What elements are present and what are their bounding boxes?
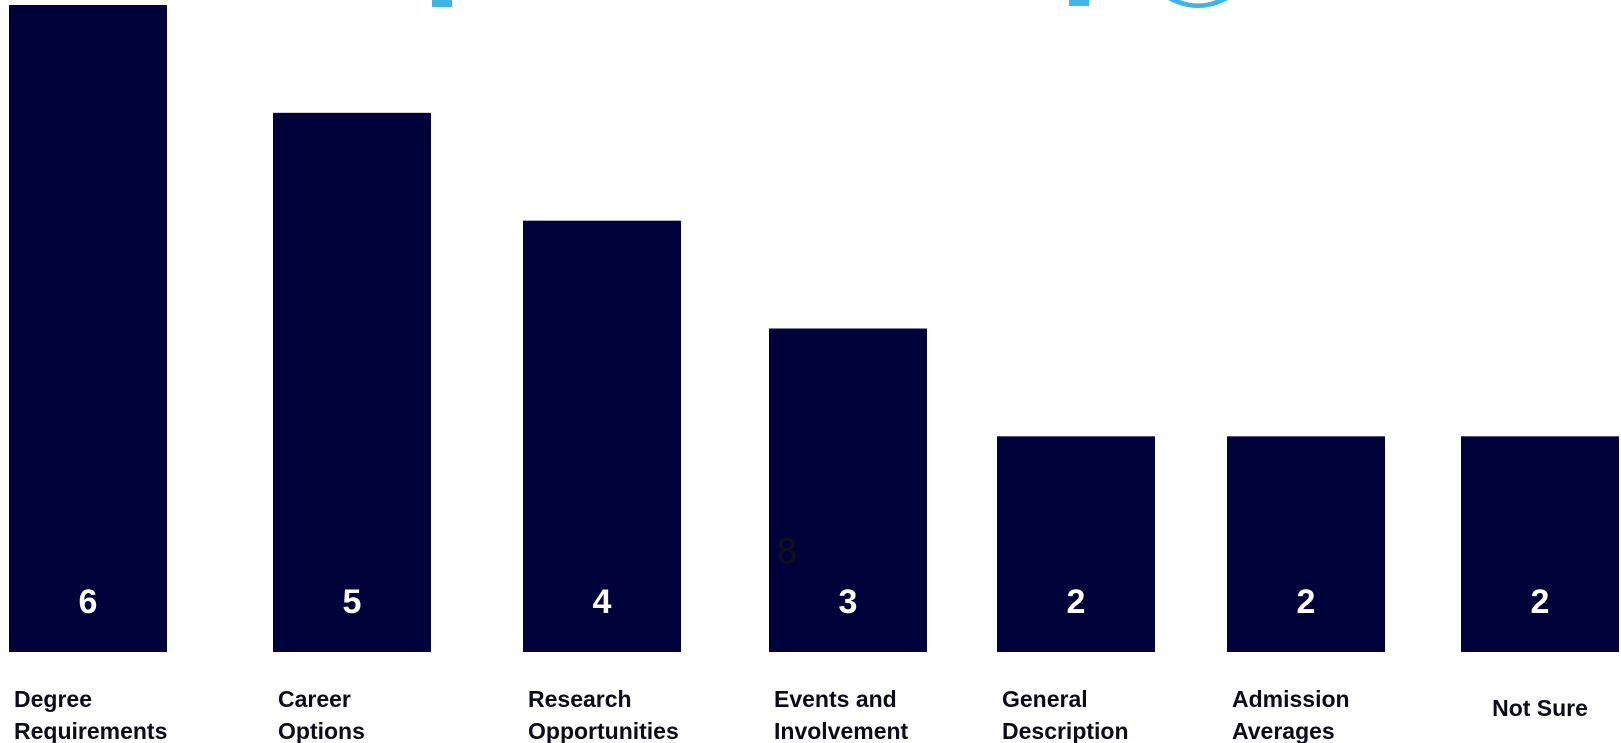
category-label-line: Description (1002, 718, 1129, 743)
value-labels-group: 6 5 4 3 2 2 2 (79, 583, 1550, 621)
category-label-line: Research (528, 686, 632, 712)
bar-value-label-6: 2 (1297, 583, 1316, 621)
bar-6 (1227, 436, 1385, 652)
bar-value-label-5: 2 (1067, 583, 1086, 621)
cropped-title-fragments (432, 0, 1228, 8)
category-label-line: Options (278, 718, 365, 743)
bars-group (9, 5, 1619, 653)
title-fragment-1 (432, 0, 452, 7)
category-label-line: Not Sure (1492, 695, 1588, 721)
category-labels-group: Degree Requirements Career Options Research O… (14, 686, 1588, 743)
category-label-line: Involvement (774, 718, 909, 743)
bar-5 (997, 436, 1155, 652)
category-label-4: Events and Involvement (774, 686, 909, 743)
bar-value-label-4: 3 (839, 583, 858, 621)
bar-1 (9, 5, 167, 652)
category-label-1: Degree Requirements (14, 686, 167, 743)
category-label-line: General (1002, 686, 1088, 712)
bar-2 (273, 112, 431, 653)
bar-value-label-3: 4 (593, 583, 612, 621)
category-label-3: Research Opportunities (528, 686, 679, 743)
category-label-line: Career (278, 686, 351, 712)
title-fragment-3 (1168, 0, 1228, 8)
bar-value-label-2: 5 (343, 583, 362, 621)
bar-7 (1461, 436, 1619, 652)
category-label-line: Averages (1232, 718, 1335, 743)
category-label-6: Admission Averages (1232, 686, 1350, 743)
category-label-5: General Description (1002, 686, 1129, 743)
category-label-line: Degree (14, 686, 92, 712)
bar-value-label-1: 6 (79, 583, 98, 621)
bar-4 (769, 328, 927, 652)
category-label-line: Opportunities (528, 718, 679, 743)
bar-3 (523, 220, 681, 652)
category-label-line: Requirements (14, 718, 167, 743)
title-fragment-2 (1069, 0, 1089, 6)
bar-value-label-7: 2 (1531, 583, 1550, 621)
category-label-line: Events and (774, 686, 897, 712)
category-label-line: Admission (1232, 686, 1350, 712)
stray-annotation: 8 (776, 532, 798, 572)
category-label-7: Not Sure (1492, 695, 1588, 721)
category-label-2: Career Options (278, 686, 365, 743)
